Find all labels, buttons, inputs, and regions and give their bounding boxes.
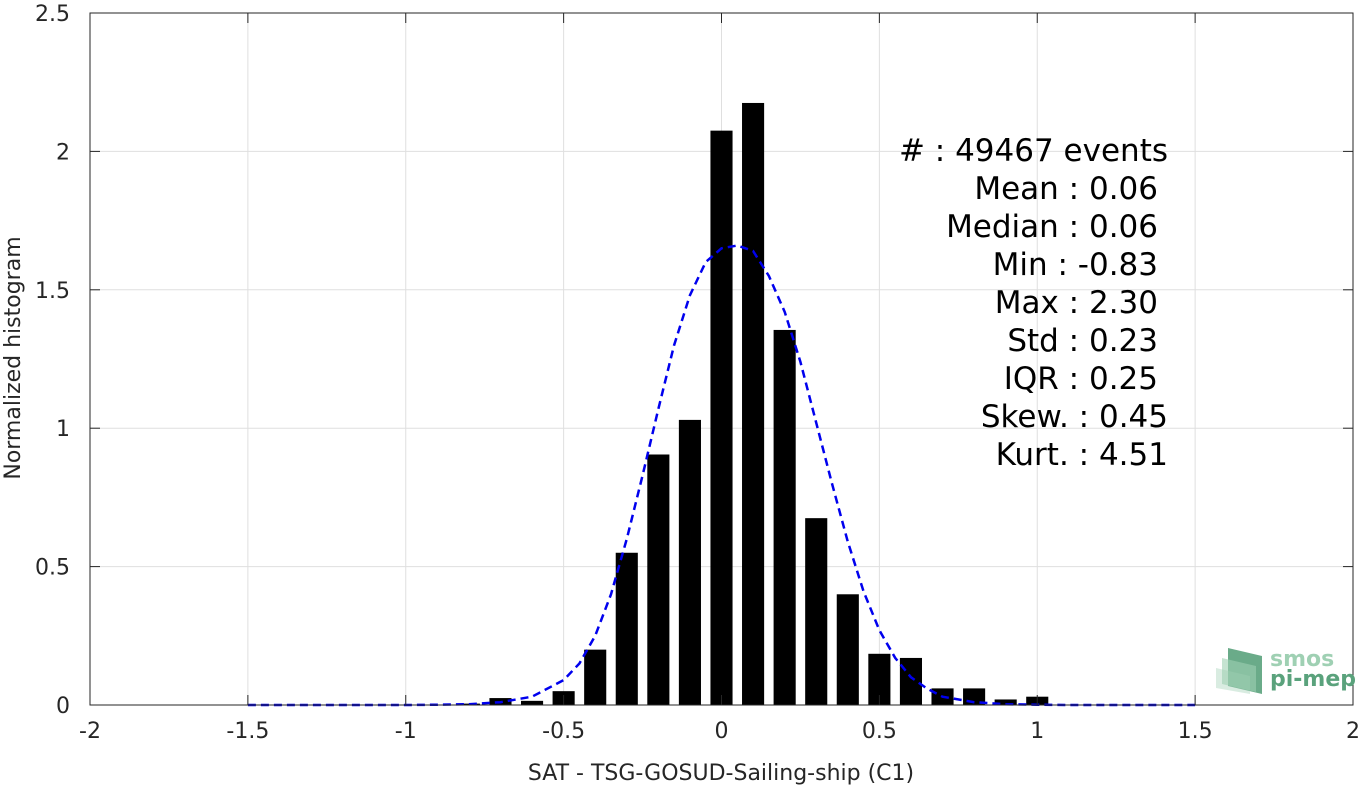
y-tick-label: 1: [56, 417, 70, 442]
histogram-bars: [457, 102, 1049, 705]
x-tick-label: -0.5: [542, 719, 585, 744]
y-tick-label: 0: [56, 694, 70, 719]
histogram-bar: [994, 699, 1017, 705]
histogram-bar: [868, 653, 891, 705]
logo-text-pi-mep: pi-mep: [1270, 667, 1356, 692]
stat-line: Std : 0.23: [1007, 323, 1158, 359]
histogram-bar: [899, 657, 923, 705]
histogram-bar: [647, 454, 670, 705]
x-tick-label: 2: [1346, 719, 1360, 744]
histogram-bar: [805, 518, 828, 705]
histogram-bar: [836, 594, 859, 705]
x-tick-label: 0: [715, 719, 729, 744]
y-axis-label: Normalized histogram: [1, 236, 26, 479]
stat-line: # : 49467 events: [899, 133, 1168, 169]
axes-frame: [89, 12, 1354, 706]
stat-line: Kurt. : 4.51: [996, 437, 1168, 473]
fit-curve-group: [247, 244, 1196, 707]
stat-line: Max : 2.30: [995, 285, 1158, 321]
x-tick-label: 1: [1030, 719, 1044, 744]
histogram-bar: [678, 419, 701, 705]
x-tick-label: -2: [79, 719, 101, 744]
logo-text-smos: smos: [1270, 647, 1334, 672]
stat-line: Mean : 0.06: [974, 171, 1158, 207]
logo-emblem-icon: [1216, 648, 1262, 694]
smos-pi-mep-logo: smos pi-mep: [1216, 647, 1356, 694]
y-tick-label: 0.5: [35, 556, 70, 581]
histogram-bar: [584, 649, 607, 705]
x-tick-labels: -2 -1.5 -1 -0.5 0 0.5 1 1.5 2: [79, 719, 1360, 744]
histogram-bar: [710, 130, 733, 705]
y-tick-label: 2: [56, 140, 70, 165]
x-tick-label: -1.5: [226, 719, 269, 744]
plot-frame: [89, 12, 1354, 706]
histogram-bar: [742, 102, 765, 705]
histogram-bar: [615, 552, 638, 705]
x-axis-label: SAT - TSG-GOSUD-Sailing-ship (C1): [528, 761, 914, 786]
y-tick-labels: 0 0.5 1 1.5 2 2.5: [35, 2, 70, 719]
histogram-bar: [773, 329, 796, 705]
y-tick-label: 2.5: [35, 2, 70, 27]
x-tick-label: 0.5: [862, 719, 897, 744]
stat-line: IQR : 0.25: [1004, 361, 1158, 397]
stat-line: Median : 0.06: [946, 209, 1158, 245]
fit-curve-line: [247, 244, 1196, 707]
stat-line: Min : -0.83: [993, 247, 1158, 283]
x-tick-label: -1: [395, 719, 417, 744]
histogram-bar: [520, 700, 544, 705]
stat-line: Skew. : 0.45: [981, 399, 1168, 435]
x-tick-label: 1.5: [1178, 719, 1213, 744]
y-tick-label: 1.5: [35, 279, 70, 304]
